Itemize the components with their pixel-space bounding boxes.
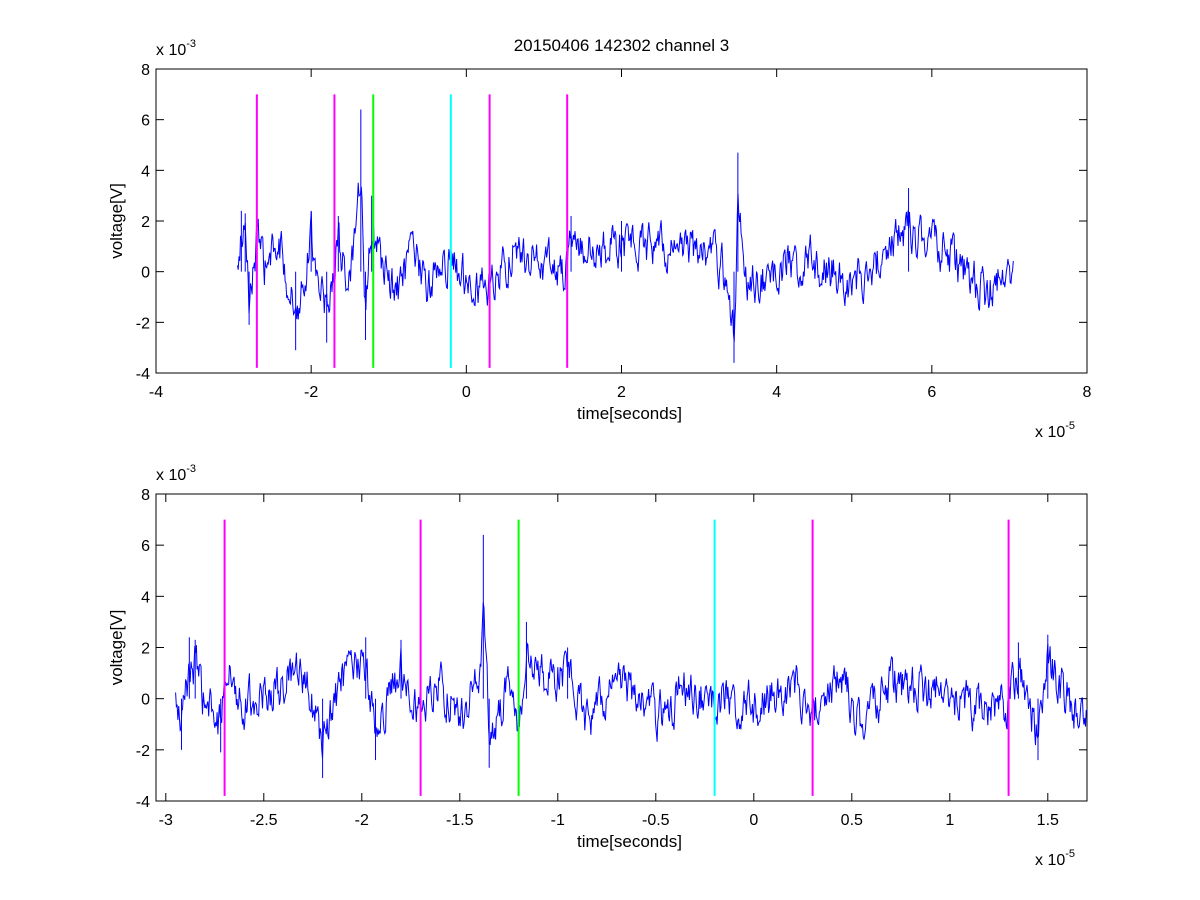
y-exponent-label: x 10-3 xyxy=(156,463,196,484)
x-tick-label: 6 xyxy=(927,384,936,401)
x-tick-label: -3 xyxy=(159,812,173,829)
x-tick-label: -1.5 xyxy=(446,812,474,829)
series-line xyxy=(175,602,1088,759)
x-tick-label: -2 xyxy=(355,812,369,829)
y-tick-label: -4 xyxy=(136,794,150,811)
x-tick-label: 1 xyxy=(945,812,954,829)
x-tick-label: -2 xyxy=(304,384,318,401)
x-tick-label: 0 xyxy=(749,812,758,829)
x-tick-label: 0.5 xyxy=(841,812,863,829)
x-tick-label: -4 xyxy=(149,384,163,401)
y-tick-label: 0 xyxy=(141,692,150,709)
y-tick-label: 4 xyxy=(141,163,150,180)
y-exponent-label: x 10-3 xyxy=(156,38,196,59)
x-axis-label: time[seconds] xyxy=(577,404,682,423)
x-exponent-label: x 10-5 xyxy=(1035,420,1075,441)
y-axis-label: voltage[V] xyxy=(107,610,126,686)
chart-title: 20150406 142302 channel 3 xyxy=(514,36,730,55)
y-tick-label: 6 xyxy=(141,113,150,130)
y-tick-label: 2 xyxy=(141,641,150,658)
x-tick-label: -2.5 xyxy=(250,812,278,829)
y-tick-label: 6 xyxy=(141,538,150,555)
chart-2: -3 -2.5 -2 -1.5 -1 -0.5 0 0.5 1 1.5 -4 -2 0 2 4 6 8 time[… xyxy=(107,463,1088,869)
x-axis-label: time[seconds] xyxy=(577,832,682,851)
x-tick-label: 2 xyxy=(617,384,626,401)
x-exponent-label: x 10-5 xyxy=(1035,848,1075,869)
y-tick-label: 8 xyxy=(141,62,150,79)
x-tick-label: 0 xyxy=(462,384,471,401)
y-tick-label: -2 xyxy=(136,743,150,760)
y-tick-label: 2 xyxy=(141,214,150,231)
y-tick-label: 0 xyxy=(141,265,150,282)
x-tick-label: -0.5 xyxy=(642,812,670,829)
plot-area-frame xyxy=(155,493,1088,802)
y-tick-label: -4 xyxy=(136,366,150,383)
x-tick-label: 1.5 xyxy=(1037,812,1059,829)
x-tick-label: 8 xyxy=(1083,384,1092,401)
series-line xyxy=(237,182,1014,342)
y-tick-label: 8 xyxy=(141,487,150,504)
y-axis-label: voltage[V] xyxy=(107,183,126,259)
y-tick-label: 4 xyxy=(141,589,150,606)
y-tick-label: -2 xyxy=(136,315,150,332)
chart-1: -4 -2 0 2 4 6 8 -4 -2 0 2 4 6 8 time[seconds] voltage[V… xyxy=(107,36,1092,441)
x-tick-label: 4 xyxy=(772,384,781,401)
x-tick-label: -1 xyxy=(551,812,565,829)
